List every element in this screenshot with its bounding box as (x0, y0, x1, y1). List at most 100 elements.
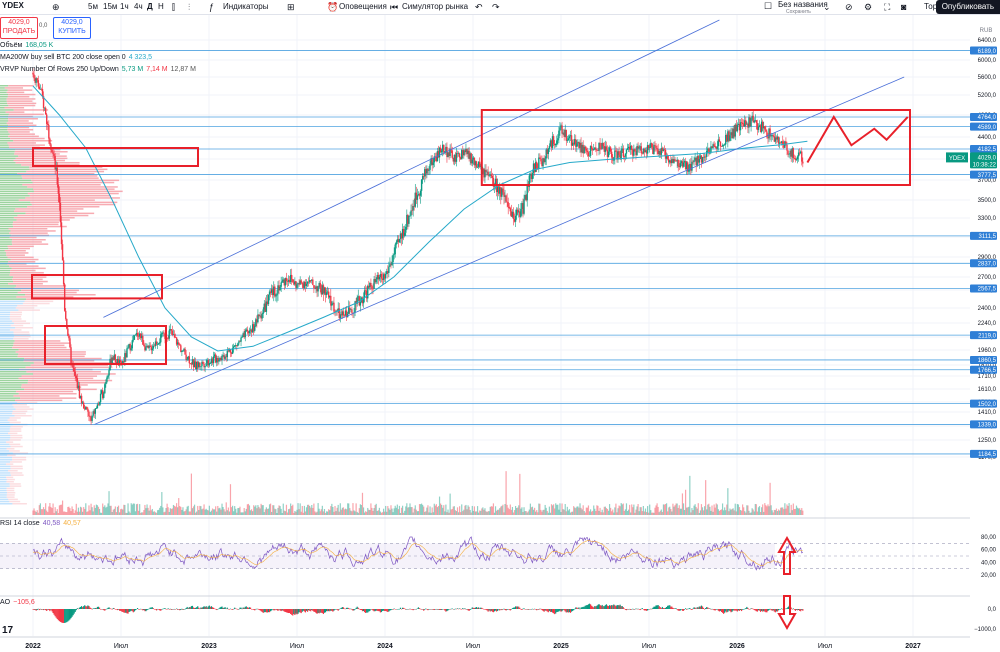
volume-bar (476, 506, 479, 515)
volume-bar (556, 504, 558, 515)
interval-1h[interactable]: 1ч (120, 2, 129, 11)
candle-body (531, 173, 534, 179)
chart-type-icon[interactable]: ⫿ (172, 2, 175, 12)
ao-bar (172, 609, 175, 610)
level-label: 2567,5 (978, 287, 997, 293)
candle-body (49, 138, 51, 145)
candle-body (218, 360, 220, 362)
ao-bar (641, 608, 643, 609)
vrvp-legend[interactable]: VRVP Number Of Rows 250 Up/Down 5,73 M 7,1… (0, 66, 196, 73)
layout-grid-icon[interactable]: ⊞ (287, 2, 295, 12)
candle-body (763, 126, 765, 129)
ao-bar (588, 603, 591, 609)
buy-button[interactable]: 4029,0 КУПИТЬ (53, 17, 91, 39)
chevron-down-icon[interactable]: ⌄ (823, 2, 831, 12)
settings-icon[interactable]: ⚙ (864, 2, 873, 12)
volume-bar (180, 506, 182, 515)
volume-bar (650, 510, 652, 515)
interval-5m[interactable]: 5м (88, 2, 98, 11)
ao-bar (340, 607, 342, 609)
ao-bar (39, 608, 41, 610)
volume-bar (586, 507, 588, 515)
volume-bar (721, 503, 724, 515)
volume-bar (490, 506, 492, 515)
volume-bar (405, 506, 407, 515)
publish-button[interactable]: Опубликовать (935, 0, 1000, 14)
volume-bar (431, 507, 433, 515)
vp-up-row (0, 181, 33, 184)
ao-bar (666, 606, 668, 609)
symbol-search[interactable]: YDEX (2, 1, 24, 10)
candle-body (487, 171, 489, 176)
camera-icon[interactable]: ◙ (901, 2, 907, 12)
candle-body (539, 157, 541, 159)
candle-body (254, 326, 256, 331)
ao-bar (76, 608, 78, 609)
indicators-icon[interactable]: ƒ (209, 2, 215, 12)
volume-bar (71, 506, 73, 515)
vp-down-row (8, 120, 29, 122)
volume-bar (407, 507, 409, 515)
candle-body (55, 167, 57, 170)
volume-bar (179, 506, 181, 515)
compare-icon[interactable]: ⫶ (188, 2, 191, 12)
candle-body (609, 147, 612, 152)
volume-bar (516, 507, 518, 515)
add-symbol-icon[interactable]: ⊕ (52, 2, 60, 12)
ao-bar (720, 609, 723, 612)
ao-bar (287, 609, 290, 614)
candle-body (727, 131, 729, 142)
vp-down-row (8, 113, 44, 116)
ao-bar (114, 609, 116, 610)
volume-bar (719, 510, 722, 515)
vp-down-row (13, 221, 59, 223)
redo-icon[interactable]: ↷ (492, 2, 500, 12)
replay-icon[interactable]: ⏮ (390, 2, 399, 12)
candle-body (148, 345, 150, 348)
ao-bar (790, 607, 792, 609)
volume-bar (481, 508, 483, 515)
replay-button[interactable]: Симулятор рынка (402, 2, 469, 11)
ao-bar (753, 609, 755, 611)
ao-bar (488, 609, 490, 611)
vp-down-row (13, 338, 29, 340)
alert-icon[interactable]: ⏰ (327, 2, 339, 12)
interval-day[interactable]: Д (147, 2, 153, 11)
ao-bar (160, 609, 162, 611)
ao-bar (452, 609, 454, 610)
rsi-legend[interactable]: RSI 14 close 40,58 40,57 (0, 520, 81, 527)
candle-body (523, 199, 525, 214)
volume-legend[interactable]: Объём 168,05 K (0, 42, 53, 49)
interval-15m[interactable]: 15м (103, 2, 118, 11)
ao-bar (738, 609, 741, 611)
ao-bar (782, 608, 784, 610)
level-label: 1184,5 (978, 452, 997, 458)
layout-checkbox-icon[interactable]: ☐ (764, 1, 773, 11)
indicators-button[interactable]: Индикаторы (223, 2, 269, 11)
quick-search-icon[interactable]: ⊘ (845, 2, 853, 12)
volume-bar (674, 505, 676, 515)
sell-button[interactable]: 4029,0 ПРОДАТЬ (0, 17, 38, 39)
layout-name[interactable]: Без названия (778, 0, 828, 9)
vp-up-row (0, 120, 9, 122)
fullscreen-icon[interactable]: ⛶ (884, 2, 891, 12)
ao-bar (744, 608, 746, 610)
ao-legend[interactable]: AO −105,6 (0, 599, 35, 606)
candle-body (634, 149, 636, 151)
volume-bar (110, 505, 112, 515)
ao-bar (220, 606, 222, 609)
volume-bar (788, 503, 790, 515)
volume-bar (460, 512, 462, 515)
interval-4h[interactable]: 4ч (134, 2, 143, 11)
ao-bar (592, 606, 594, 609)
interval-week[interactable]: Н (158, 2, 164, 11)
vp-up-row (0, 298, 27, 300)
ao-bar (298, 609, 300, 613)
alerts-button[interactable]: Оповещения (339, 2, 387, 11)
undo-icon[interactable]: ↶ (475, 2, 483, 12)
ao-bar (437, 609, 440, 610)
price-tick-label: 5600,0 (978, 75, 997, 81)
ao-bar (526, 609, 528, 610)
